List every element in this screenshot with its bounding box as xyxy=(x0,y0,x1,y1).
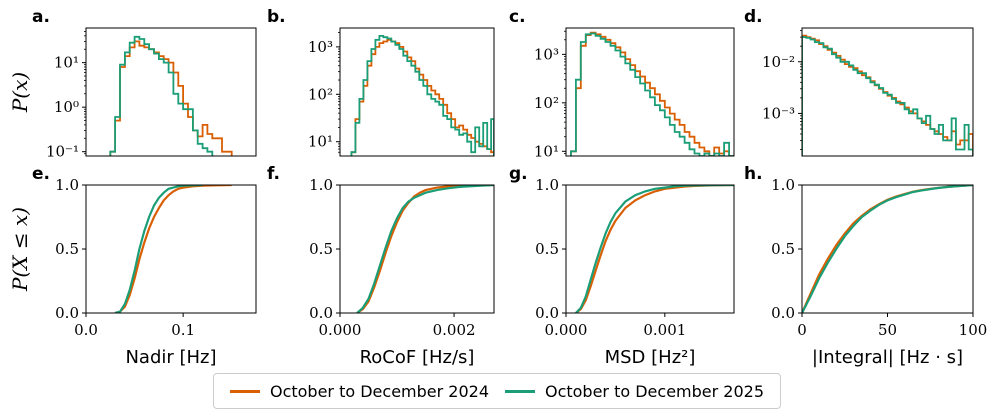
x-tick-label: 0.1 xyxy=(171,321,195,339)
y-tick-label: 0.0 xyxy=(55,304,79,322)
y-tick-label: 10³ xyxy=(534,45,559,63)
y-tick-label: 1.0 xyxy=(535,176,559,194)
y-tick-label: 10¹ xyxy=(54,54,79,72)
panel-f: f. 0.0 0.5 1.0 0.000 0.002 RoCoF [Hz/s] xyxy=(267,164,495,368)
panel-b: b. 10¹ 10² 10³ xyxy=(267,7,495,157)
plot-frame xyxy=(85,27,257,157)
plot-frame xyxy=(339,184,495,314)
series-line-2025 xyxy=(570,32,734,156)
plot-frame xyxy=(801,27,974,157)
x-axis-label: Nadir [Hz] xyxy=(125,347,216,368)
series-line-2024 xyxy=(356,185,494,313)
series-line-2025 xyxy=(802,36,973,156)
panel-d: d. 10⁻³ 10⁻² xyxy=(744,7,974,157)
legend-item-2025: October to December 2025 xyxy=(504,381,765,401)
x-tick-label: 0.002 xyxy=(433,321,476,339)
panel-e: e. 0.0 0.5 1.0 0.0 0.1 Nadir [Hz] xyxy=(32,164,257,368)
y-tick-label: 0.0 xyxy=(771,304,795,322)
series-line-2025 xyxy=(350,35,494,156)
panel-letter: a. xyxy=(32,7,50,27)
plot-frame xyxy=(339,27,495,157)
x-axis-label: MSD [Hz²] xyxy=(605,347,696,368)
panel-letter: d. xyxy=(744,7,763,27)
series-line-2024 xyxy=(350,39,494,156)
series-line-2025 xyxy=(802,185,973,313)
y-tick-label: 0.5 xyxy=(55,240,79,258)
bottom-y-label: P(X ≤ x) xyxy=(8,207,32,292)
y-tick-label: 10¹ xyxy=(308,133,333,151)
x-axis-label: RoCoF [Hz/s] xyxy=(360,347,475,368)
legend-swatch-2024 xyxy=(229,389,260,393)
y-tick-label: 10⁻³ xyxy=(762,104,795,122)
plot-frame xyxy=(85,184,257,314)
x-tick-label: 50 xyxy=(878,321,897,339)
series-line-2025 xyxy=(114,185,203,313)
legend: October to December 2024 October to Dece… xyxy=(213,373,781,409)
x-tick-label: 100 xyxy=(959,321,988,339)
y-tick-label: 0.0 xyxy=(535,304,559,322)
panel-letter: f. xyxy=(267,164,280,184)
series-line-2025 xyxy=(109,35,214,156)
y-tick-label: 10¹ xyxy=(534,142,559,160)
x-tick-label: 0 xyxy=(797,321,807,339)
panel-g: g. 0.0 0.5 1.0 0.000 0.001 MSD [Hz²] xyxy=(509,164,735,368)
y-tick-label: 0.5 xyxy=(771,240,795,258)
top-y-label: P(x) xyxy=(8,72,32,113)
legend-label-2025: October to December 2025 xyxy=(544,381,765,401)
panel-a: a. 10⁻¹ 10⁰ 10¹ xyxy=(32,7,257,161)
y-tick-label: 10² xyxy=(308,85,333,103)
panel-letter: g. xyxy=(509,164,528,184)
series-line-2025 xyxy=(575,185,734,313)
y-tick-label: 1.0 xyxy=(771,176,795,194)
panel-letter: c. xyxy=(509,7,526,27)
y-tick-label: 10⁻¹ xyxy=(46,143,79,161)
plot-frame xyxy=(565,184,735,314)
y-tick-label: 10⁰ xyxy=(54,98,79,116)
y-tick-label: 10³ xyxy=(308,38,333,56)
y-tick-label: 0.5 xyxy=(535,240,559,258)
plot-frame xyxy=(801,184,974,314)
y-tick-label: 10² xyxy=(534,94,559,112)
plot-frame xyxy=(565,27,735,157)
series-line-2025 xyxy=(356,185,494,313)
series-line-2024 xyxy=(114,185,232,313)
y-tick-label: 1.0 xyxy=(309,176,333,194)
legend-swatch-2025 xyxy=(504,389,535,393)
y-tick-label: 0.0 xyxy=(309,304,333,322)
panel-h: h. 0.0 0.5 1.0 0 50 100 |Integral| [Hz · s] xyxy=(744,164,987,368)
panel-c: c. 10¹ 10² 10³ xyxy=(509,7,735,160)
panel-letter: e. xyxy=(32,164,50,184)
x-axis-label: |Integral| [Hz · s] xyxy=(812,347,963,368)
y-tick-label: 0.5 xyxy=(309,240,333,258)
x-tick-label: 0.001 xyxy=(643,321,686,339)
legend-item-2024: October to December 2024 xyxy=(229,381,490,401)
legend-label-2024: October to December 2024 xyxy=(269,381,490,401)
panel-letter: b. xyxy=(267,7,286,27)
x-tick-label: 0.0 xyxy=(74,321,98,339)
y-tick-label: 1.0 xyxy=(55,176,79,194)
x-tick-label: 0.000 xyxy=(319,321,362,339)
series-line-2024 xyxy=(802,185,973,313)
panel-letter: h. xyxy=(744,164,763,184)
series-line-2024 xyxy=(109,40,233,156)
series-line-2024 xyxy=(802,34,973,156)
y-tick-label: 10⁻² xyxy=(762,53,795,71)
x-tick-label: 0.000 xyxy=(545,321,588,339)
